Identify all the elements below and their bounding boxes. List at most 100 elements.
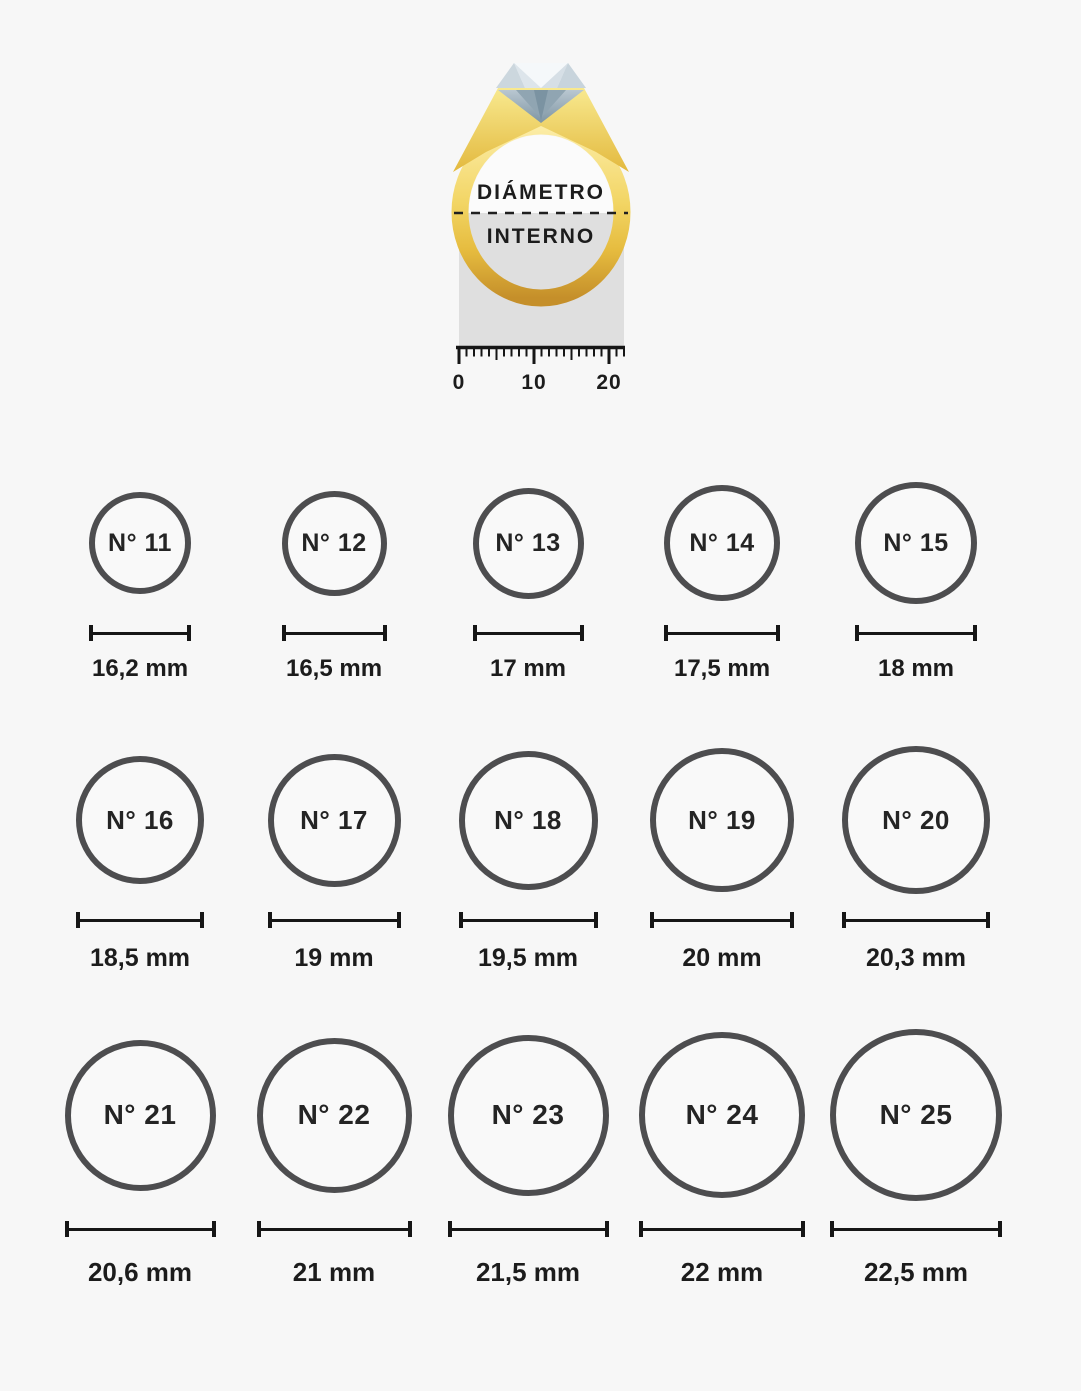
diameter-value: 16,2 mm — [91, 655, 189, 682]
ring-size-circle: N° 14 — [664, 485, 780, 601]
circle-zone: N° 14 — [664, 480, 780, 606]
diameter-measure-line — [639, 1221, 805, 1237]
circle-zone: N° 19 — [650, 747, 794, 893]
ring-size-number: N° 19 — [688, 804, 756, 835]
ring-size-number: N° 21 — [103, 1099, 177, 1130]
diameter-measure-line — [64, 1221, 216, 1237]
ring-size-circle: N° 15 — [855, 482, 977, 604]
diameter-measure-line — [281, 625, 387, 641]
circle-zone: N° 25 — [830, 1027, 1002, 1203]
circle-zone: N° 24 — [639, 1027, 805, 1203]
ring-size-number: N° 20 — [882, 804, 950, 835]
ruler-label-10: 10 — [521, 371, 546, 394]
diameter-value: 19 mm — [294, 944, 374, 972]
ring-size-item: N° 19 20 mm — [625, 747, 819, 973]
circle-zone: N° 18 — [458, 747, 598, 893]
circle-zone: N° 21 — [64, 1027, 216, 1203]
diameter-measure-line — [267, 912, 401, 928]
ring-size-circle: N° 18 — [458, 750, 598, 890]
ring-size-number: N° 25 — [879, 1099, 953, 1130]
diameter-measure-line — [458, 912, 598, 928]
diameter-value: 17 mm — [489, 655, 567, 682]
ring-size-item: N° 12 16,5 mm — [237, 480, 431, 683]
ruler-label-20: 20 — [596, 371, 621, 394]
ring-size-circle: N° 23 — [447, 1034, 609, 1196]
diameter-label-top: DIÁMETRO — [477, 181, 605, 204]
ring-size-item: N° 13 17 mm — [431, 480, 625, 683]
ruler-ticks — [457, 349, 625, 364]
ring-size-item: N° 25 22,5 mm — [819, 1027, 1013, 1288]
ring-size-circle: N° 13 — [472, 487, 584, 599]
diameter-value: 20,3 mm — [865, 944, 967, 972]
ring-size-circle: N° 21 — [64, 1039, 216, 1191]
ring-size-item: N° 23 21,5 mm — [431, 1027, 625, 1288]
diamond-pavilion — [497, 90, 584, 123]
ring-size-number: N° 15 — [883, 528, 949, 557]
ring-size-circle: N° 16 — [76, 756, 204, 884]
diameter-value: 17,5 mm — [673, 655, 771, 682]
circle-zone: N° 20 — [842, 746, 990, 894]
diameter-value: 22,5 mm — [863, 1257, 969, 1287]
diameter-value: 20,6 mm — [87, 1257, 193, 1287]
ring-size-circle: N° 19 — [650, 748, 794, 892]
ring-size-item: N° 15 18 mm — [819, 480, 1013, 683]
ring-size-number: N° 12 — [301, 528, 367, 557]
ring-size-circle: N° 17 — [267, 753, 401, 887]
diamond-crown — [495, 63, 586, 88]
diameter-measure-line — [830, 1221, 1002, 1237]
circle-zone: N° 13 — [472, 480, 584, 606]
ruler: 0 10 20 — [452, 345, 625, 394]
ring-size-circle: N° 12 — [281, 490, 387, 596]
ring-size-circle: N° 11 — [89, 492, 191, 594]
circle-zone: N° 11 — [89, 480, 191, 606]
ring-illustration: DIÁMETRO INTERNO 0 10 20 — [451, 63, 630, 394]
ring-size-number: N° 16 — [106, 804, 174, 835]
diameter-value: 16,5 mm — [285, 655, 383, 682]
ring-size-item: N° 22 21 mm — [237, 1027, 431, 1288]
circle-zone: N° 12 — [281, 480, 387, 606]
ring-setting — [452, 88, 629, 172]
ring-size-number: N° 14 — [689, 528, 755, 557]
diameter-measure-line — [842, 912, 990, 928]
ring-size-item: N° 24 22 mm — [625, 1027, 819, 1288]
diameter-measure-line — [447, 1221, 609, 1237]
circle-zone: N° 15 — [855, 480, 977, 606]
circle-zone: N° 17 — [267, 747, 401, 893]
ring-size-circle: N° 20 — [842, 746, 990, 894]
diameter-measure-line — [650, 912, 794, 928]
ring-size-item: N° 21 20,6 mm — [43, 1027, 237, 1288]
ring-size-number: N° 11 — [108, 528, 172, 557]
ring-size-item: N° 11 16,2 mm — [43, 480, 237, 683]
sizes-row: N° 16 18,5 mm N° 17 19 mm N° 18 19,5 mm … — [43, 746, 1013, 973]
ring-size-item: N° 17 19 mm — [237, 747, 431, 973]
diameter-measure-line — [855, 625, 977, 641]
circle-zone: N° 23 — [447, 1027, 609, 1203]
ring-size-item: N° 16 18,5 mm — [43, 747, 237, 973]
ring-size-number: N° 13 — [495, 528, 561, 557]
ring-size-chart: DIÁMETRO INTERNO 0 10 20 N° 11 16,2 mm N… — [0, 40, 1081, 1391]
diameter-label-bottom: INTERNO — [486, 225, 595, 248]
ring-size-item: N° 20 20,3 mm — [819, 746, 1013, 973]
circle-zone: N° 22 — [256, 1027, 412, 1203]
sizes-grid: N° 11 16,2 mm N° 12 16,5 mm N° 13 17 mm … — [0, 480, 1081, 1288]
ring-size-number: N° 22 — [297, 1099, 371, 1130]
ring-size-number: N° 23 — [491, 1099, 565, 1130]
diameter-value: 21,5 mm — [475, 1257, 581, 1287]
diameter-value: 20 mm — [682, 944, 762, 972]
ruler-label-0: 0 — [452, 371, 465, 394]
diameter-value: 21 mm — [292, 1257, 376, 1287]
diameter-measure-line — [664, 625, 780, 641]
diameter-measure-line — [256, 1221, 412, 1237]
diameter-value: 22 mm — [680, 1257, 764, 1287]
circle-zone: N° 16 — [76, 747, 204, 893]
diameter-measure-line — [76, 912, 204, 928]
ring-size-circle: N° 22 — [256, 1037, 412, 1193]
diameter-measure-line — [89, 625, 191, 641]
ring-size-item: N° 14 17,5 mm — [625, 480, 819, 683]
ring-size-item: N° 18 19,5 mm — [431, 747, 625, 973]
ring-size-number: N° 17 — [300, 804, 368, 835]
ring-size-circle: N° 25 — [830, 1029, 1002, 1201]
diameter-measure-line — [472, 625, 584, 641]
ring-size-circle: N° 24 — [639, 1032, 805, 1198]
diameter-value: 18,5 mm — [89, 944, 191, 972]
